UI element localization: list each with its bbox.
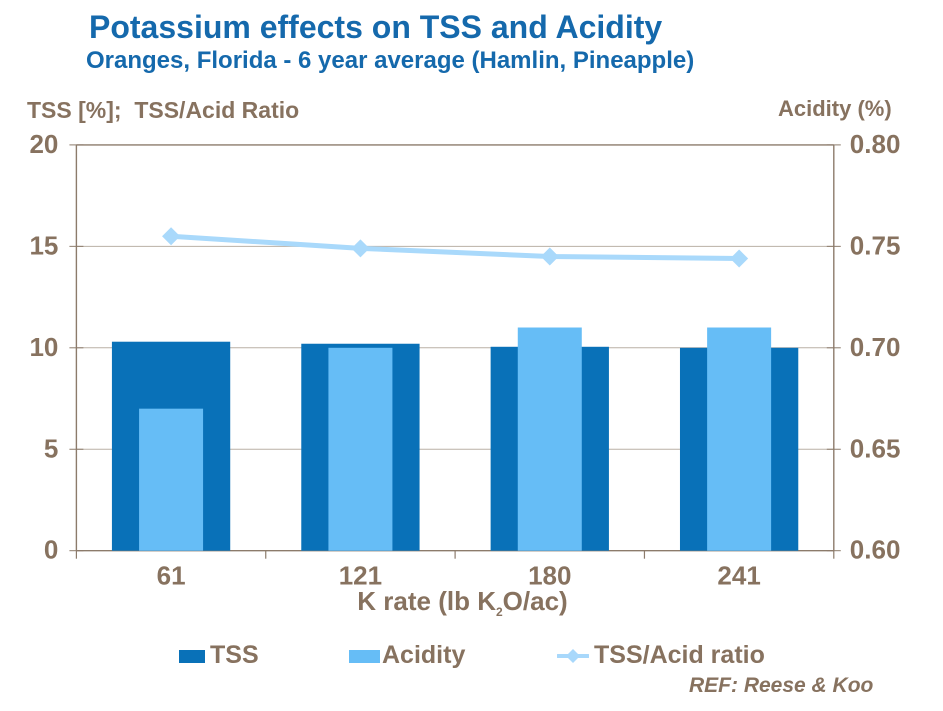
svg-text:241: 241 bbox=[717, 561, 760, 591]
svg-text:180: 180 bbox=[528, 561, 571, 591]
svg-text:121: 121 bbox=[339, 561, 382, 591]
svg-text:15: 15 bbox=[29, 230, 58, 260]
svg-text:0.70: 0.70 bbox=[850, 332, 901, 362]
svg-text:0.75: 0.75 bbox=[850, 230, 901, 260]
svg-text:61: 61 bbox=[157, 561, 186, 591]
svg-text:0: 0 bbox=[44, 535, 58, 565]
svg-text:0.65: 0.65 bbox=[850, 433, 901, 463]
svg-text:0.80: 0.80 bbox=[850, 129, 901, 159]
svg-text:0.60: 0.60 bbox=[850, 535, 901, 565]
svg-text:5: 5 bbox=[44, 433, 58, 463]
svg-text:10: 10 bbox=[29, 332, 58, 362]
svg-text:20: 20 bbox=[29, 129, 58, 159]
